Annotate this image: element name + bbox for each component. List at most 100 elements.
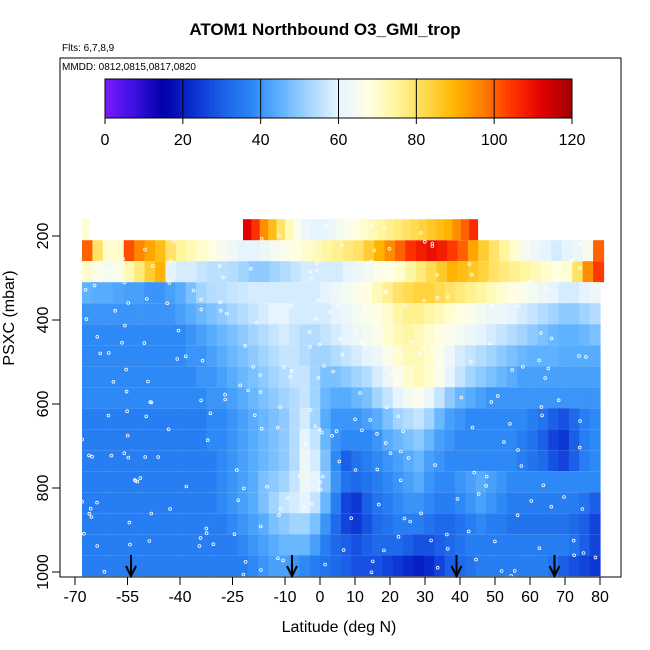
colorbar-swatch xyxy=(342,79,347,118)
x-tick-label: 60 xyxy=(521,589,539,606)
heatmap-cell xyxy=(341,366,352,388)
heatmap-cell xyxy=(195,555,207,577)
sample-point xyxy=(409,339,413,344)
heatmap-cell xyxy=(82,303,93,325)
heatmap-cell xyxy=(154,471,166,493)
heatmap-cell xyxy=(237,471,249,493)
heatmap-cell xyxy=(475,324,487,346)
sample-point xyxy=(466,529,471,534)
heatmap-cell xyxy=(269,261,281,283)
heatmap-cell xyxy=(360,219,370,241)
heatmap-cell xyxy=(548,429,560,451)
sample-point xyxy=(406,456,411,460)
heatmap-cell xyxy=(392,282,404,304)
colorbar-swatch xyxy=(385,79,390,118)
arrow-marker xyxy=(286,555,298,579)
heatmap-cell xyxy=(475,492,487,514)
sample-point xyxy=(125,433,130,438)
heatmap-cell xyxy=(195,303,207,325)
heatmap-cell xyxy=(467,261,479,283)
heatmap-cell xyxy=(301,219,311,241)
heatmap-cell xyxy=(506,345,518,367)
colorbar-swatch xyxy=(264,79,269,118)
heatmap-cell xyxy=(320,429,332,451)
colorbar-swatch xyxy=(315,79,320,118)
heatmap-cell xyxy=(206,471,218,493)
heatmap-cell xyxy=(195,387,207,409)
heatmap-cell xyxy=(363,240,375,262)
colorbar-swatch xyxy=(210,79,215,118)
heatmap-cell xyxy=(465,450,477,472)
heatmap-cell xyxy=(499,261,511,283)
heatmap-cell xyxy=(289,303,301,325)
heatmap-cell xyxy=(527,282,539,304)
heatmap-cell xyxy=(423,366,435,388)
heatmap-cell xyxy=(82,534,93,556)
sample-point xyxy=(435,565,440,570)
heatmap-cell xyxy=(154,429,166,451)
heatmap-cell xyxy=(413,450,425,472)
heatmap-cell xyxy=(568,387,580,409)
sample-point xyxy=(111,379,116,384)
sample-point xyxy=(123,323,127,328)
heatmap-cell xyxy=(517,429,529,451)
heatmap-cell xyxy=(527,408,539,430)
heatmap-cell xyxy=(426,261,438,283)
heatmap-cell xyxy=(341,450,352,472)
colorbar-swatch xyxy=(490,79,495,118)
colorbar-tick-label: 80 xyxy=(407,132,425,149)
y-tick-label: 1000 xyxy=(35,554,52,590)
heatmap-cell xyxy=(227,450,238,472)
heatmap-cell xyxy=(227,492,238,514)
heatmap-cell xyxy=(113,429,125,451)
colorbar-swatch xyxy=(392,79,398,118)
colorbar-swatch xyxy=(536,79,542,118)
heatmap-cell xyxy=(278,555,290,577)
sample-point xyxy=(218,300,223,305)
sample-point xyxy=(219,308,223,313)
heatmap-cell xyxy=(289,555,301,577)
heatmap-cell xyxy=(423,408,435,430)
heatmap-cell xyxy=(133,534,145,556)
colorbar-swatch xyxy=(354,79,359,118)
colorbar-swatch xyxy=(494,79,499,118)
heatmap-cell xyxy=(465,408,477,430)
sample-point xyxy=(571,538,576,543)
heatmap-cell xyxy=(558,345,570,367)
colorbar-swatch xyxy=(295,79,301,118)
heatmap-cell xyxy=(427,219,437,241)
heatmap-cell xyxy=(123,303,135,325)
sample-point xyxy=(307,330,312,334)
sample-point xyxy=(336,302,340,307)
heatmap-cell xyxy=(276,219,286,241)
sample-point xyxy=(375,467,380,472)
heatmap-cell xyxy=(548,345,560,367)
sample-point xyxy=(124,389,129,394)
heatmap-cell xyxy=(444,492,456,514)
heatmap-cell xyxy=(207,261,219,283)
heatmap-cell xyxy=(278,450,290,472)
heatmap-cell xyxy=(558,366,570,388)
heatmap-cell xyxy=(175,387,187,409)
heatmap-cell xyxy=(155,240,167,262)
heatmap-cell xyxy=(321,240,333,262)
heatmap-cell xyxy=(353,261,365,283)
sample-point xyxy=(489,304,494,308)
heatmap-cell xyxy=(382,471,394,493)
heatmap-cell xyxy=(237,345,249,367)
heatmap-cell xyxy=(506,513,518,535)
sample-point xyxy=(84,317,89,321)
sample-point xyxy=(369,570,374,575)
heatmap-cell xyxy=(321,261,333,283)
heatmap-cell xyxy=(496,450,508,472)
heatmap-cell xyxy=(309,513,321,535)
heatmap-cell xyxy=(454,429,466,451)
heatmap-cell xyxy=(102,366,114,388)
colorbar-swatch xyxy=(517,79,522,118)
heatmap-cell xyxy=(589,471,601,493)
heatmap-cell xyxy=(372,345,384,367)
heatmap-cell xyxy=(423,555,435,577)
heatmap-cell xyxy=(454,282,466,304)
colorbar-tick-label: 100 xyxy=(481,132,508,149)
heatmap-cell xyxy=(392,366,404,388)
